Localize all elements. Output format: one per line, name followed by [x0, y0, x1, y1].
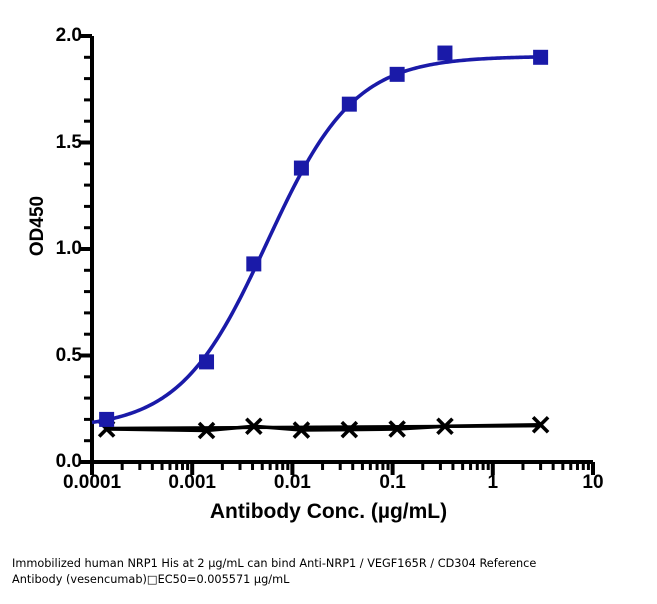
x-tick-label: 10	[582, 472, 604, 493]
y-axis-ticks	[79, 34, 92, 464]
data-point-marker	[197, 421, 216, 440]
y-tick-label: 0.5	[55, 344, 82, 366]
data-point-marker	[340, 420, 359, 439]
data-point-marker	[341, 96, 357, 112]
y-tick-label: 2.0	[55, 25, 82, 46]
y-axis-title: OD450	[27, 195, 48, 257]
data-point-marker	[531, 415, 550, 434]
x-tick-label: 0.0001	[62, 472, 122, 493]
data-point-marker	[199, 354, 215, 370]
y-tick-label: 1.0	[55, 238, 82, 259]
data-point-marker	[437, 45, 453, 61]
figure-caption: Immobilized human NRP1 His at 2 µg/mL ca…	[12, 557, 537, 586]
data-point-marker	[389, 66, 405, 82]
x-axis-title: Antibody Conc. (µg/mL)	[209, 500, 448, 523]
x-tick-label: 0.001	[168, 472, 216, 493]
data-point-marker	[99, 411, 115, 427]
series-isotype-control	[97, 415, 550, 440]
data-point-marker	[436, 417, 454, 435]
x-tick-label: 0.1	[379, 472, 406, 493]
y-tick-label: 0.0	[55, 451, 82, 472]
data-point-marker	[246, 256, 262, 272]
data-point-marker	[292, 421, 311, 439]
data-point-marker	[245, 417, 263, 435]
control-baseline	[106, 424, 541, 430]
reference-markers	[99, 45, 549, 427]
data-point-marker	[293, 160, 309, 176]
x-tick-label: 1	[487, 472, 499, 493]
series-reference-antibody	[91, 45, 549, 427]
x-axis-ticks	[90, 462, 595, 475]
data-point-marker	[533, 49, 549, 65]
y-tick-label: 1.5	[55, 131, 82, 153]
x-tick-label: 0.01	[273, 472, 311, 493]
data-point-marker	[388, 420, 406, 438]
reference-fit-curve	[91, 55, 541, 425]
